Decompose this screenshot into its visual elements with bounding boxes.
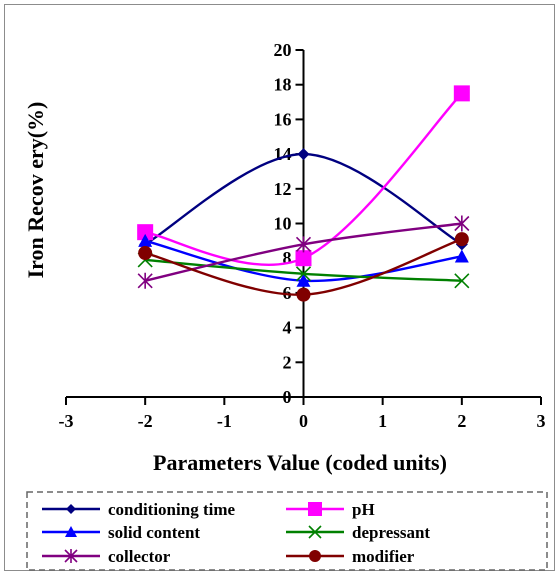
x-tick-label: -3: [59, 411, 74, 431]
y-tick-label: 10: [274, 214, 292, 234]
legend-label-ph: pH: [352, 500, 375, 519]
data-point-solid-content: [296, 273, 311, 287]
y-tick-label: 0: [283, 387, 292, 407]
x-tick-label: 1: [378, 411, 387, 431]
x-tick-label: 0: [299, 411, 308, 431]
y-axis-title: Iron Recov ery(%): [23, 102, 48, 279]
data-point-modifier: [296, 287, 311, 302]
data-point-depressant: [295, 266, 312, 282]
data-point-ph: [453, 85, 470, 102]
y-tick-label: 12: [274, 179, 292, 199]
y-tick-label: 16: [274, 109, 292, 129]
legend-marker-collector: [64, 549, 78, 563]
legend: conditioning time pH solid content depressa…: [26, 491, 548, 571]
data-point-conditioning-time: [297, 148, 310, 161]
y-tick-label: 4: [283, 318, 292, 338]
data-point-solid-content: [454, 249, 469, 263]
x-tick-label: 2: [457, 411, 466, 431]
data-point-collector: [454, 215, 470, 232]
y-tick-label: 2: [283, 352, 292, 372]
legend-label-depressant: depressant: [352, 523, 430, 542]
x-tick-label: 3: [537, 411, 546, 431]
x-tick-label: -2: [138, 411, 153, 431]
legend-marker-ph: [308, 502, 322, 516]
y-tick-label: 18: [274, 75, 292, 95]
legend-label-collector: collector: [108, 547, 171, 566]
x-tick-label: -1: [217, 411, 232, 431]
y-tick-label: 14: [274, 144, 292, 164]
y-tick-label: 6: [283, 283, 292, 303]
data-point-depressant: [454, 273, 470, 289]
data-point-collector: [295, 236, 312, 253]
data-point-collector: [137, 272, 153, 289]
data-point-solid-content: [138, 233, 153, 247]
series-markers: [137, 85, 470, 302]
data-point-ph: [137, 224, 154, 241]
y-tick-label: 8: [283, 248, 292, 268]
data-point-modifier: [454, 232, 469, 247]
legend-label-modifier: modifier: [352, 547, 415, 566]
legend-marker-conditioning-time: [66, 504, 76, 514]
legend-label-solid-content: solid content: [108, 523, 200, 542]
data-point-modifier: [138, 245, 153, 260]
x-axis-title: Parameters Value (coded units): [153, 450, 447, 475]
legend-label-conditioning-time: conditioning time: [108, 500, 235, 519]
legend-marker-modifier: [309, 550, 321, 562]
legend-marker-solid-content: [65, 526, 77, 537]
y-tick-label: 20: [274, 40, 292, 60]
data-point-ph: [295, 250, 312, 267]
legend-marker-depressant: [308, 525, 322, 539]
